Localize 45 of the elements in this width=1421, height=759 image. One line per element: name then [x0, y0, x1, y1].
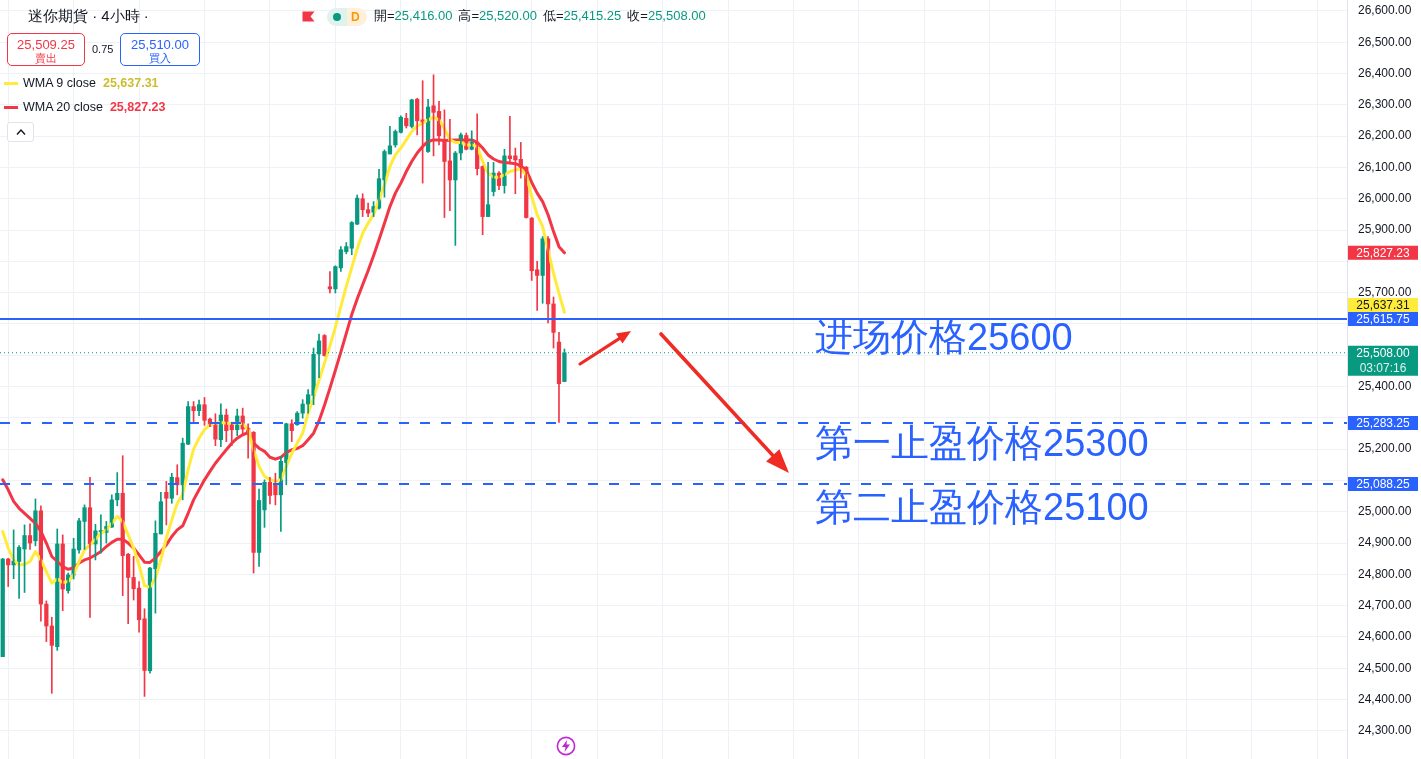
annotation: 賣出 [34, 52, 58, 65]
annotation: 进场价格25600 [815, 316, 1073, 358]
annotation: 25,510.00 [130, 37, 190, 52]
y-tick-label: 26,500.00 [1358, 34, 1412, 49]
y-tick-label: 24,500.00 [1358, 660, 1412, 675]
y-tick-label: 25,900.00 [1358, 222, 1412, 237]
y-tick-label: 26,600.00 [1358, 3, 1412, 18]
y-tick-label: 25,200.00 [1358, 441, 1412, 456]
y-tick-label: 25,400.00 [1358, 378, 1412, 393]
y-tick-label: 25,000.00 [1358, 504, 1412, 519]
text: 25,637.31 [1356, 297, 1411, 312]
text: 開=25,416.00 高=25,520.00 低=25,415.25 收=25,508.00 [374, 8, 706, 23]
legend-label: WMA 20 close [23, 100, 103, 114]
y-tick-label: 25,700.00 [1358, 284, 1412, 299]
annotation: 25,637.31 [102, 76, 159, 90]
annotation: D [351, 9, 360, 25]
sell-button: 25,509.25 賣出 [7, 33, 85, 66]
y-tick-label: 24,400.00 [1358, 691, 1412, 706]
text: 25,827.23 [1356, 245, 1411, 260]
annotation: 25,509.25 [16, 37, 76, 52]
annotation: 第一止盈价格25300 [815, 422, 1149, 464]
ref-line-label: 25,088.25 [1356, 476, 1411, 491]
annotation: 買入 [148, 52, 172, 65]
text: 迷你期貨 · 4小時 · [28, 6, 149, 26]
y-tick-label: 26,200.00 [1358, 128, 1412, 143]
annotation: 0.75 [92, 42, 114, 56]
annotation: 第二止盈价格25100 [815, 486, 1149, 528]
y-tick-label: 24,800.00 [1358, 566, 1412, 581]
y-tick-label: 24,300.00 [1358, 723, 1412, 738]
y-tick-label: 24,700.00 [1358, 597, 1412, 612]
ref-line-label: 25,615.75 [1356, 311, 1411, 326]
legend-label: WMA 9 close [23, 76, 96, 90]
y-tick-label: 26,100.00 [1358, 159, 1412, 174]
y-tick-label: 24,900.00 [1358, 535, 1412, 550]
ref-line-label: 25,508.00 [1356, 345, 1411, 360]
ref-line-label: 25,283.25 [1356, 415, 1411, 430]
y-tick-label: 26,400.00 [1358, 65, 1412, 80]
annotation: 25,827.23 [109, 100, 166, 114]
buy-button: 25,510.00 買入 [120, 33, 200, 66]
y-tick-label: 26,000.00 [1358, 191, 1412, 206]
y-tick-label: 24,600.00 [1358, 629, 1412, 644]
y-tick-label: 26,300.00 [1358, 97, 1412, 112]
text: 03:07:16 [1359, 360, 1407, 375]
status-badge: D [327, 8, 367, 26]
candlestick [0, 558, 5, 657]
